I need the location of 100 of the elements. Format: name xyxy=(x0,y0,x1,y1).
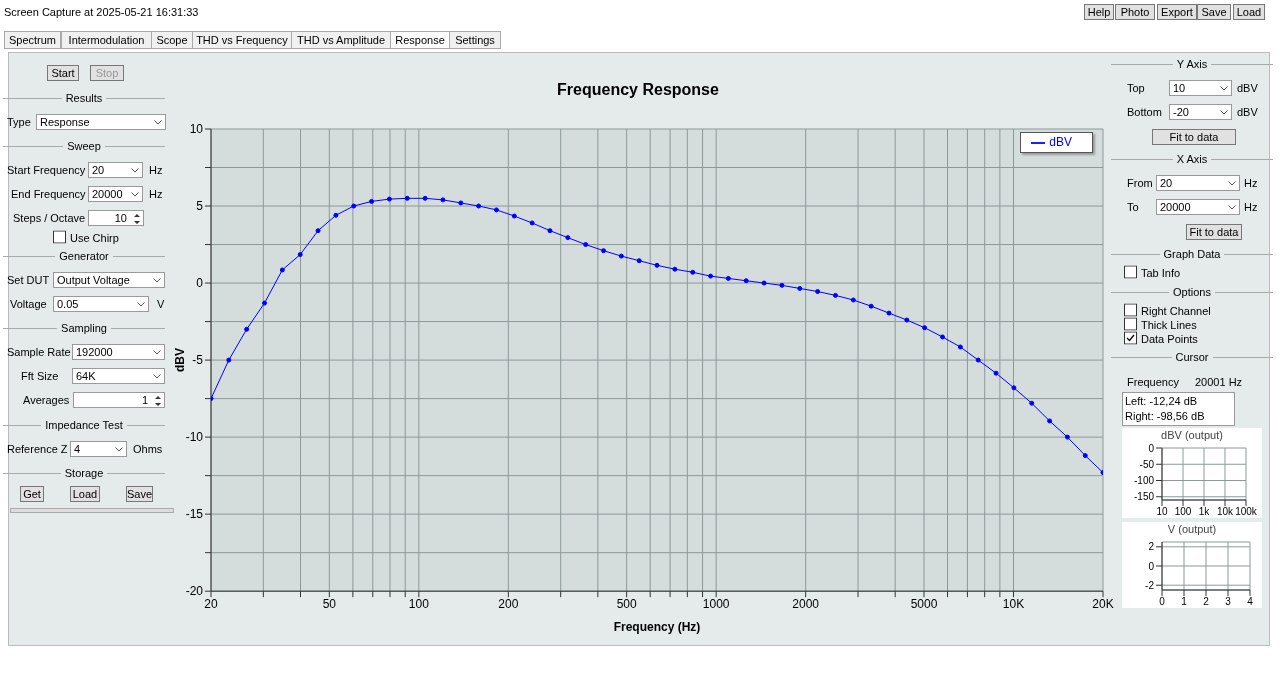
text: Start xyxy=(51,67,75,79)
x-tick-label: 100 xyxy=(1174,506,1192,518)
text: Storage xyxy=(64,467,104,479)
x-tick-label: 10k xyxy=(1216,506,1235,518)
text: Get xyxy=(23,488,41,500)
y-tick-label: -15 xyxy=(185,507,204,522)
text: Intermodulation xyxy=(68,34,145,46)
text: 10 xyxy=(114,212,127,224)
text: Hz xyxy=(149,164,163,176)
text: Right Channel xyxy=(1141,304,1211,316)
y-tick-label: -150 xyxy=(1133,491,1155,503)
text: Results xyxy=(65,92,103,104)
text: Scope xyxy=(156,34,188,46)
text: Stop xyxy=(95,67,119,79)
text: Hz xyxy=(1244,201,1258,213)
x-tick-label: 3 xyxy=(1225,596,1232,608)
text: 20000 xyxy=(92,188,123,200)
text: Output Voltage xyxy=(57,274,130,286)
text: Top xyxy=(1127,82,1145,94)
text: 192000 xyxy=(76,346,113,358)
text: Export xyxy=(1161,6,1193,18)
x-tick-label: 100 xyxy=(408,596,430,611)
chart-title: V (output) xyxy=(1166,522,1218,536)
y-tick-label: 0 xyxy=(1148,560,1155,572)
y-tick-label: -20 xyxy=(185,584,204,599)
y-tick-label: 10 xyxy=(189,122,204,137)
text: Fit to data xyxy=(1169,131,1219,143)
text: Photo xyxy=(1120,6,1150,18)
text: Y Axis xyxy=(1176,58,1208,70)
text: End Frequency xyxy=(11,188,86,200)
text: Sample Rate xyxy=(7,346,71,358)
text: Sampling xyxy=(61,322,107,334)
text: dBV xyxy=(1237,82,1258,94)
text: Options xyxy=(1173,286,1211,298)
text: Voltage xyxy=(10,298,47,310)
text: V xyxy=(157,298,165,310)
y-tick-label: -50 xyxy=(1139,458,1155,470)
text: -20 xyxy=(1173,106,1189,118)
y-tick-label: -10 xyxy=(185,430,204,445)
text: Response xyxy=(395,34,445,46)
text: Fft Size xyxy=(21,370,59,382)
text: Steps / Octave xyxy=(13,212,86,224)
x-tick-label: 10K xyxy=(1002,596,1025,611)
text: Bottom xyxy=(1127,106,1162,118)
text: Settings xyxy=(455,34,495,46)
x-tick-label: 20K xyxy=(1092,596,1114,611)
text: 64K xyxy=(76,370,96,382)
text: Set DUT xyxy=(7,274,50,286)
x-tick-label: 1 xyxy=(1181,596,1188,608)
text: Load xyxy=(1236,6,1262,18)
text: Generator xyxy=(59,250,109,262)
text: Response xyxy=(40,116,90,128)
text: X Axis xyxy=(1176,153,1208,165)
x-tick-label: 2000 xyxy=(792,596,820,611)
y-tick-label: 0 xyxy=(1148,442,1155,454)
text: Fit to data xyxy=(1189,226,1239,238)
text: Start Frequency xyxy=(7,164,86,176)
x-tick-label: 4 xyxy=(1247,596,1254,608)
text: Averages xyxy=(23,394,70,406)
chart-title: Frequency Response xyxy=(556,80,720,100)
x-tick-label: 20 xyxy=(204,596,218,611)
text: 20 xyxy=(1160,177,1173,189)
text: Thick Lines xyxy=(1141,318,1197,330)
text: Sweep xyxy=(67,140,101,152)
y-tick-label: 2 xyxy=(1148,541,1155,553)
x-tick-label: 500 xyxy=(616,596,637,611)
x-tick-label: 200 xyxy=(498,596,519,611)
text: 20 xyxy=(92,164,105,176)
text: Data Points xyxy=(1141,332,1198,344)
text: Impedance Test xyxy=(45,419,123,431)
chart-title: dBV (output) xyxy=(1160,428,1224,442)
text: dBV xyxy=(1237,106,1258,118)
x-axis-title: Frequency (Hz) xyxy=(613,620,701,635)
x-tick-label: 50 xyxy=(322,596,337,611)
text: Ohms xyxy=(133,443,163,455)
x-tick-label: 0 xyxy=(1159,596,1166,608)
text: Spectrum xyxy=(8,34,57,46)
text: To xyxy=(1127,201,1139,213)
text: Frequency xyxy=(1127,376,1179,388)
y-axis-title: dBV xyxy=(173,348,188,373)
x-tick-label: 2 xyxy=(1203,596,1210,608)
text: 1 xyxy=(141,394,148,406)
text: Right: -98,56 dB xyxy=(1125,410,1205,422)
x-tick-label: 5000 xyxy=(910,596,938,611)
x-tick-label: 1k xyxy=(1198,506,1211,518)
y-tick-label: 5 xyxy=(196,199,204,214)
text: Save xyxy=(1201,6,1227,18)
y-tick-label: -2 xyxy=(1145,579,1155,591)
y-tick-label: 0 xyxy=(196,276,204,291)
text: Save xyxy=(127,488,153,500)
text: Left: -12,24 dB xyxy=(1125,395,1198,407)
text: Reference Z xyxy=(7,443,68,455)
x-tick-label: 10 xyxy=(1156,506,1168,518)
text: Type xyxy=(7,116,31,128)
text: Load xyxy=(72,488,98,500)
text: 0.05 xyxy=(57,298,79,310)
text: Tab Info xyxy=(1141,266,1181,278)
text: 20000 xyxy=(1160,201,1191,213)
legend-label: dBV xyxy=(1049,135,1072,149)
text: 10 xyxy=(1173,82,1186,94)
